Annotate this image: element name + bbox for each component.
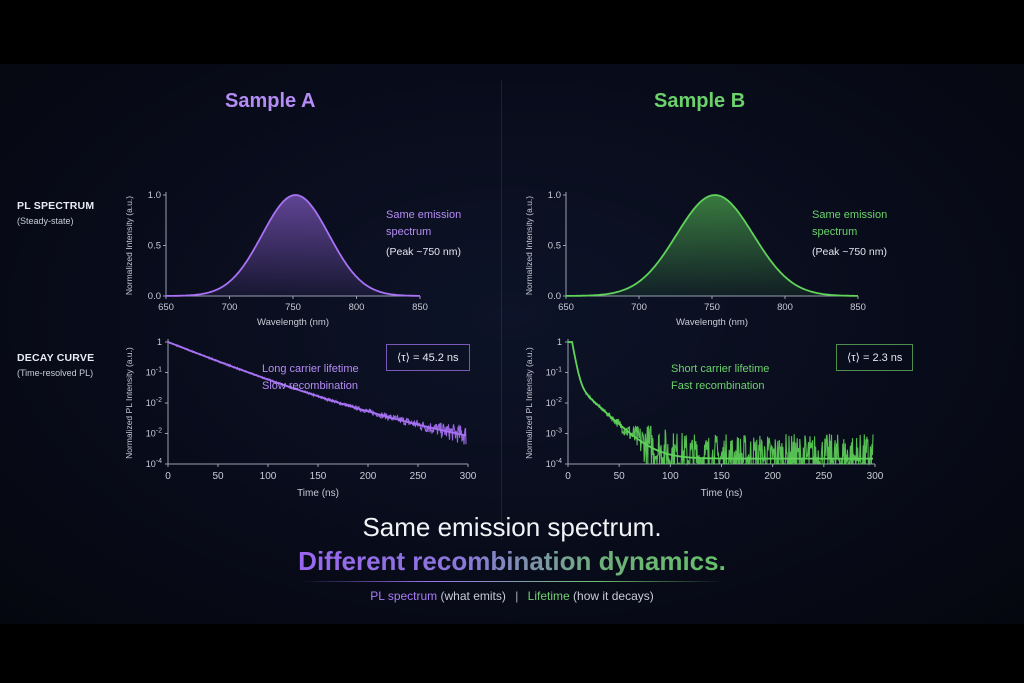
x-tick-label: 700 [222,302,238,313]
y-tick-label: 0.5 [148,241,161,252]
y-axis-label: Normalized PL Intensity (a.u.) [524,347,534,459]
x-tick-label: 250 [410,471,427,482]
sample-a-pl-chart: 650 700 750 800 850 0.0 0.5 1.0 Wavelength (nm) N… [124,190,428,328]
y-tick-label: 10-2 [146,428,162,439]
pl-row-subtitle: (Steady-state) [17,216,74,226]
x-tick-label: 700 [631,302,647,313]
x-tick-label: 200 [360,471,377,482]
tagline-line-2: Different recombination dynamics. [0,546,1024,577]
x-axis-label: Wavelength (nm) [257,317,329,328]
x-tick-label: 200 [764,471,781,482]
y-tick-label: 1 [557,337,562,347]
y-tick-label: 10-1 [146,367,162,378]
x-tick-label: 300 [460,471,477,482]
x-tick-label: 650 [158,302,174,313]
spectrum-line [166,194,420,297]
legend-separator: | [515,589,519,603]
decay-fit-line [568,341,873,460]
sample-a-tau-box: ⟨τ⟩ = 45.2 ns [386,344,470,371]
annotation-line: Same emission [812,209,888,221]
x-tick-label: 250 [815,471,832,482]
y-tick-label: 10-1 [546,367,562,378]
x-tick-label: 850 [412,302,428,313]
tagline-gradient-text: Different recombination dynamics. [298,546,726,576]
x-tick-label: 50 [212,471,224,482]
tagline-legend: PL spectrum (what emits) | Lifetime (how… [0,589,1024,603]
y-tick-label: 10-3 [546,428,562,439]
y-tick-label: 10-2 [146,397,162,408]
tagline-line-1: Same emission spectrum. [362,512,662,542]
y-tick-label: 10-4 [546,458,562,469]
x-tick-label: 0 [165,471,171,482]
sample-b-decay-chart: 0 50 100 150 200 250 300 1 10-1 10-2 10-3 10-4 Time … [524,337,884,499]
x-tick-label: 150 [310,471,327,482]
y-tick-label: 0.5 [548,241,561,252]
y-tick-label: 10-4 [146,458,162,469]
y-tick-label: 0.0 [148,291,161,302]
spectrum-line [566,194,858,297]
sample-a-decay-annotation: Long carrier lifetime Slow recombination [262,361,359,395]
y-tick-label: 0.0 [548,291,561,302]
y-axis-label: Normalized PL Intensity (a.u.) [124,347,134,459]
x-tick-label: 800 [349,302,365,313]
annotation-line: Slow recombination [262,380,358,392]
annotation-line: Long carrier lifetime [262,363,359,375]
sample-a-decay-chart: 0 50 100 150 200 250 300 1 10-1 10-2 10-2 10-4 Time … [124,337,477,499]
x-axis-label: Wavelength (nm) [676,317,748,328]
sample-a-peak-note: (Peak ~750 nm) [386,246,461,258]
sample-a-pl-annotation: Same emission spectrum [386,207,461,241]
decay-row-title: DECAY CURVE [17,352,95,364]
x-axis-label: Time (ns) [297,488,339,499]
decay-fit-line [167,341,467,437]
pl-row-title: PL SPECTRUM [17,200,95,212]
y-axis-label: Normalized Intensity (a.u.) [124,196,134,295]
annotation-line: Same emission [386,209,462,221]
x-axis-label: Time (ns) [701,488,743,499]
sample-b-pl-chart: 650 700 750 800 850 0.0 0.5 1.0 Wavelength (nm) N… [524,190,866,328]
column-divider [501,80,502,540]
x-tick-label: 100 [662,471,679,482]
sample-a-header: Sample A [225,90,316,112]
legend-pl-label: PL spectrum [370,589,438,603]
spectrum-area [566,195,858,296]
x-tick-label: 800 [777,302,793,313]
x-tick-label: 300 [867,471,884,482]
x-tick-label: 150 [713,471,730,482]
x-tick-label: 850 [850,302,866,313]
sample-b-peak-note: (Peak ~750 nm) [812,246,887,258]
decay-row-subtitle: (Time-resolved PL) [17,368,94,378]
decay-trace [567,341,874,467]
y-tick-label: 10-2 [546,397,562,408]
x-tick-label: 650 [558,302,574,313]
x-tick-label: 750 [285,302,301,313]
y-axis-label: Normalized Intensity (a.u.) [524,196,534,295]
legend-lifetime-note: (how it decays) [573,589,654,603]
tagline-underline [300,581,724,582]
sample-b-tau-box: ⟨τ⟩ = 2.3 ns [836,344,914,371]
annotation-line: spectrum [386,226,432,238]
x-tick-label: 100 [260,471,277,482]
x-tick-label: 0 [565,471,571,482]
y-tick-label: 1 [157,337,162,347]
y-tick-label: 1.0 [148,190,161,201]
y-tick-label: 1.0 [548,190,561,201]
x-tick-label: 750 [704,302,720,313]
legend-lifetime-label: Lifetime [527,589,570,603]
annotation-line: spectrum [812,226,858,238]
annotation-line: Short carrier lifetime [671,363,770,375]
sample-b-header: Sample B [654,90,746,112]
sample-b-pl-annotation: Same emission spectrum [812,207,887,241]
annotation-line: Fast recombination [671,380,765,392]
spectrum-area [166,195,420,296]
legend-pl-note: (what emits) [440,589,506,603]
sample-b-decay-annotation: Short carrier lifetime Fast recombinatio… [671,361,769,395]
x-tick-label: 50 [614,471,626,482]
